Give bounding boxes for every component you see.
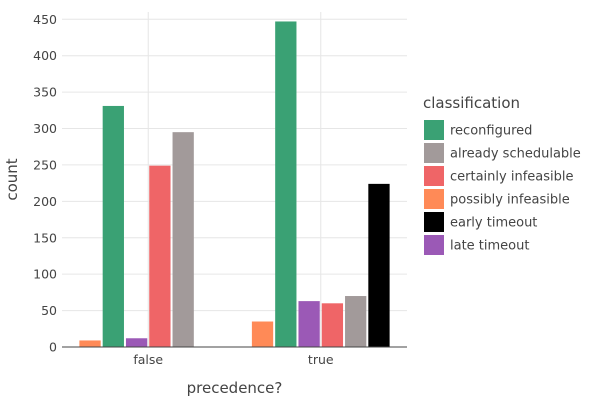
bar-already-schedulable-true: [345, 296, 367, 347]
bar-early-timeout-true: [368, 183, 390, 347]
bar-reconfigured-false: [102, 105, 124, 348]
y-tick-label: 300: [33, 121, 57, 136]
x-tick-labels: false true: [133, 352, 334, 367]
legend-label: late timeout: [450, 239, 529, 254]
legend-label: possibly infeasible: [450, 193, 570, 208]
legend: classification reconfigured already sched…: [423, 94, 581, 255]
y-tick-label: 350: [33, 85, 57, 100]
legend-swatch-already-schedulable: [424, 143, 444, 163]
legend-swatch-early-timeout: [424, 212, 444, 232]
legend-title: classification: [423, 94, 520, 112]
y-tick-label: 250: [33, 157, 57, 172]
bar-certainly-infeasible-false: [149, 165, 171, 347]
bar-late-timeout-true: [298, 301, 320, 347]
bar-possibly-infeasible-true: [251, 321, 274, 347]
y-tick-labels: 0 50 100 150 200 250 300 350 400 450: [33, 12, 57, 355]
bars: [79, 21, 390, 348]
legend-swatch-reconfigured: [424, 120, 444, 140]
bar-already-schedulable-false: [172, 132, 194, 347]
legend-items: reconfigured already schedulable certainly…: [424, 120, 581, 255]
bar-certainly-infeasible-true: [321, 303, 344, 347]
legend-swatch-possibly-infeasible: [424, 189, 444, 209]
y-tick-label: 50: [41, 303, 57, 318]
bar-reconfigured-true: [275, 21, 297, 347]
legend-swatch-certainly-infeasible: [424, 166, 444, 186]
y-tick-label: 150: [33, 230, 57, 245]
bar-possibly-infeasible-false: [79, 340, 101, 347]
y-tick-label: 0: [49, 340, 57, 355]
y-tick-label: 450: [33, 12, 57, 27]
legend-swatch-late-timeout: [424, 235, 444, 255]
y-tick-label: 200: [33, 194, 57, 209]
x-axis-title: precedence?: [187, 379, 283, 397]
y-tick-label: 400: [33, 48, 57, 63]
legend-label: reconfigured: [450, 124, 532, 139]
x-tick-label: true: [308, 352, 334, 367]
bar-late-timeout-false: [125, 338, 148, 347]
y-axis-title: count: [3, 158, 21, 200]
y-tick-label: 100: [33, 267, 57, 282]
x-tick-label: false: [133, 352, 163, 367]
legend-label: early timeout: [450, 216, 537, 231]
legend-label: already schedulable: [450, 147, 581, 162]
legend-label: certainly infeasible: [450, 170, 573, 185]
